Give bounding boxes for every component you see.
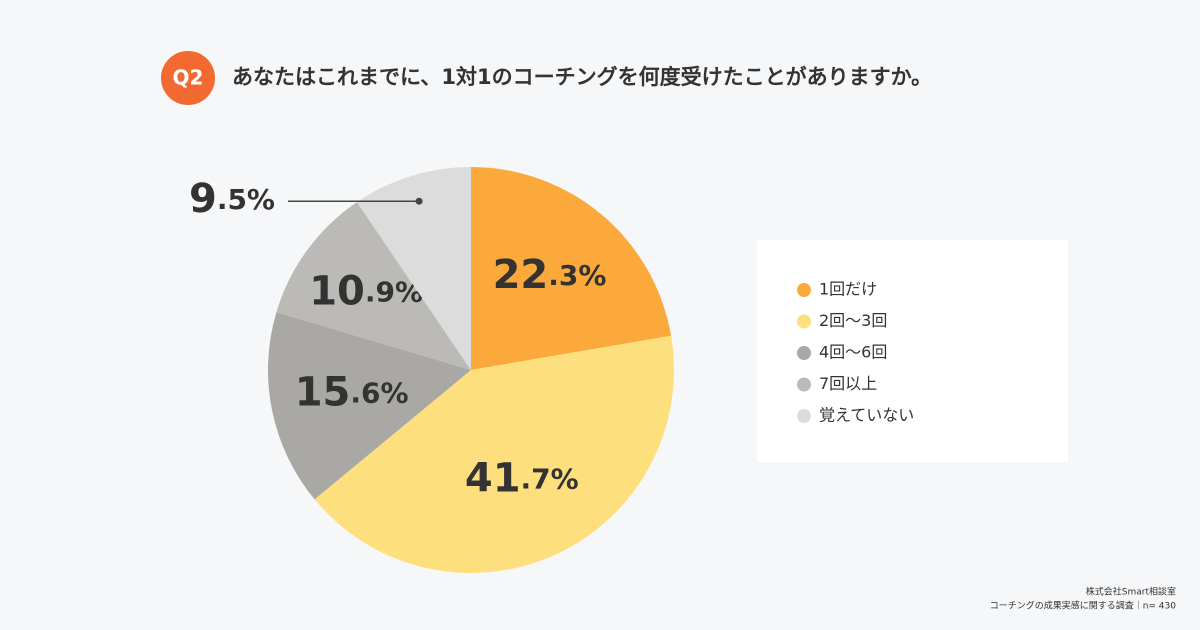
legend-swatch <box>797 314 811 329</box>
legend-label: 覚えていない <box>819 406 914 425</box>
legend-label: 2回〜3回 <box>819 311 887 330</box>
pie-slice <box>471 167 672 370</box>
legend-swatch <box>797 409 811 423</box>
data-label: 41.7% <box>465 456 579 502</box>
data-label: 15.6% <box>295 369 409 415</box>
legend-label: 1回だけ <box>819 280 877 299</box>
pie-slice <box>276 202 471 370</box>
legend-swatch <box>797 346 811 360</box>
legend-swatch <box>797 283 811 297</box>
legend-label: 4回〜6回 <box>819 343 887 362</box>
legend-swatch <box>797 377 811 392</box>
pie-slice <box>267 312 471 500</box>
data-label: 22.3% <box>493 252 607 298</box>
data-label: 9.5% <box>189 176 275 222</box>
footnote: コーチングの成果実感に関する調査｜n= 430 <box>990 600 1177 612</box>
footnote: 株式会社Smart相談室 <box>1086 586 1176 598</box>
legend-label: 7回以上 <box>819 374 877 393</box>
chart-title: あなたはこれまでに、1対1のコーチングを何度受けたことがありますか。 <box>232 65 932 89</box>
badge-circle <box>161 51 215 105</box>
badge: Q2 <box>173 66 204 90</box>
data-label: 10.9% <box>309 268 423 314</box>
pie-slice <box>356 167 471 370</box>
pie-slice <box>314 335 674 573</box>
